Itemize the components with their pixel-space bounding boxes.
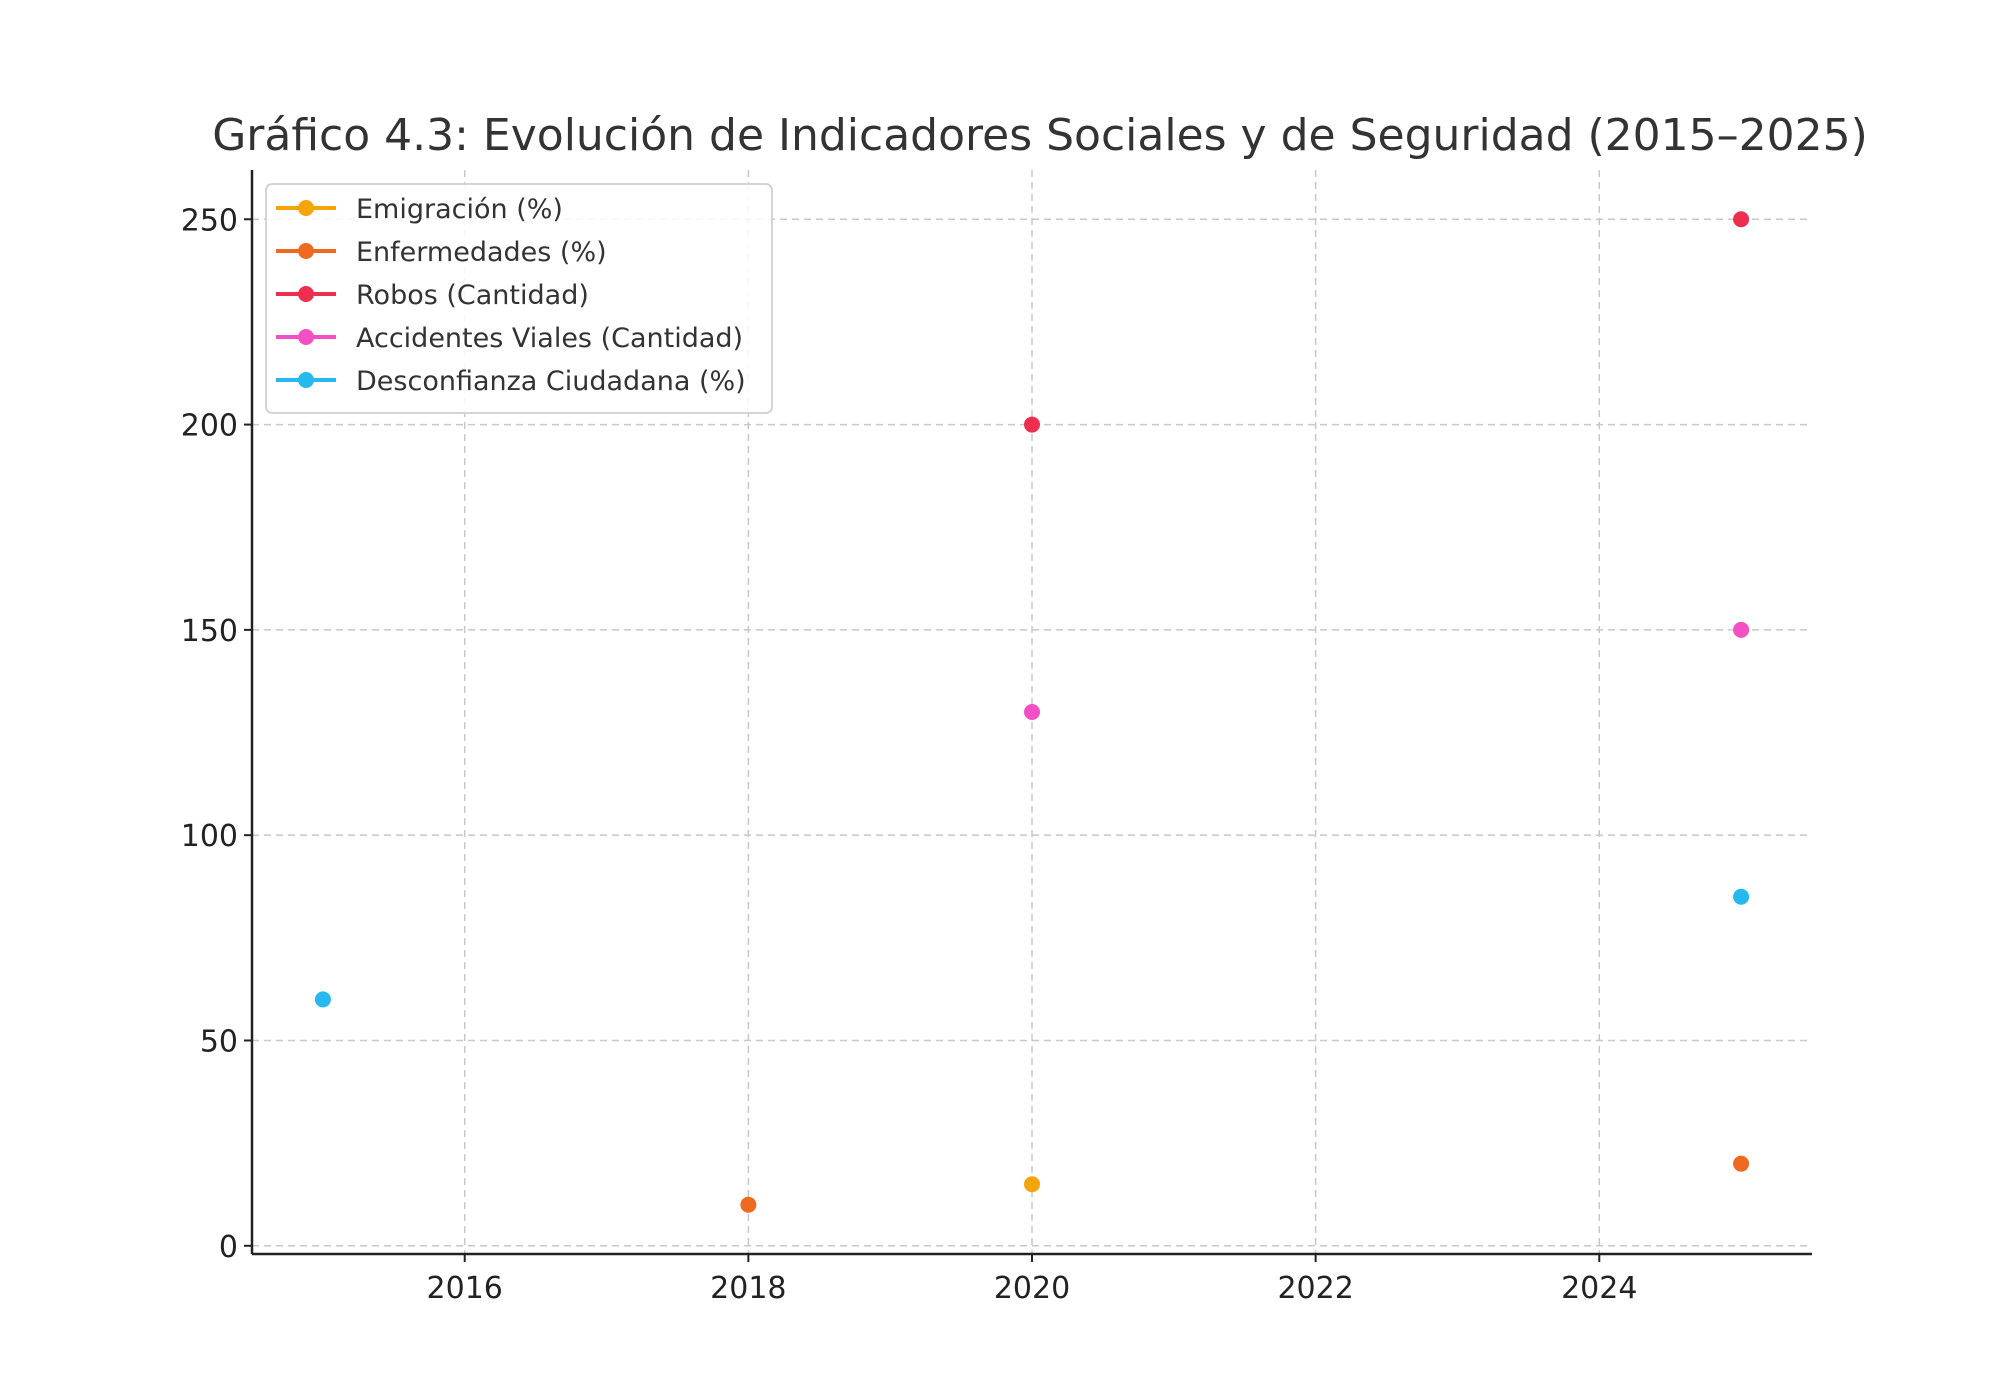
legend-marker	[298, 372, 314, 388]
data-point-series-0-point-0	[1024, 1176, 1040, 1193]
legend-label: Robos (Cantidad)	[356, 280, 589, 311]
legend-label: Emigración (%)	[356, 194, 563, 225]
legend-label: Accidentes Viales (Cantidad)	[356, 323, 743, 354]
x-tick-label: 2020	[994, 1271, 1070, 1306]
data-point-series-2-point-0	[1024, 416, 1040, 433]
legend-label: Desconfianza Ciudadana (%)	[356, 366, 746, 397]
x-tick-label: 2022	[1277, 1271, 1353, 1306]
data-points	[314, 211, 1750, 1213]
legend-box	[265, 183, 773, 414]
legend-marker	[298, 200, 314, 216]
y-tick-label: 50	[200, 1024, 238, 1059]
y-tick-label: 250	[181, 203, 238, 238]
legend-marker	[298, 243, 314, 259]
legend-marker	[298, 286, 314, 302]
legend-label: Enfermedades (%)	[356, 237, 607, 268]
data-point-series-1-point-0	[740, 1196, 757, 1213]
x-tick-label: 2016	[427, 1271, 503, 1306]
x-tick-label: 2018	[710, 1271, 786, 1306]
data-point-series-4-point-1	[1733, 888, 1750, 905]
y-tick-label: 0	[219, 1230, 238, 1265]
legend: Emigración (%) Enfermedades (%) Robos (Can…	[265, 183, 773, 414]
y-tick-label: 200	[181, 409, 238, 444]
data-point-series-2-point-1	[1733, 211, 1750, 228]
legend-marker	[298, 329, 314, 345]
y-tick-label: 100	[181, 819, 238, 854]
data-point-series-3-point-1	[1733, 621, 1750, 638]
y-tick-label: 150	[181, 614, 238, 649]
x-tick-label: 2024	[1561, 1271, 1637, 1306]
chart-title: Gráfico 4.3: Evolución de Indicadores So…	[212, 110, 1868, 161]
data-point-series-3-point-0	[1024, 704, 1040, 720]
axes: 2016 2018 2020 2022 2024 0 50 100 150 200 250	[181, 170, 1812, 1306]
data-point-series-1-point-1	[1733, 1155, 1750, 1172]
data-point-series-4-point-0	[314, 991, 331, 1008]
